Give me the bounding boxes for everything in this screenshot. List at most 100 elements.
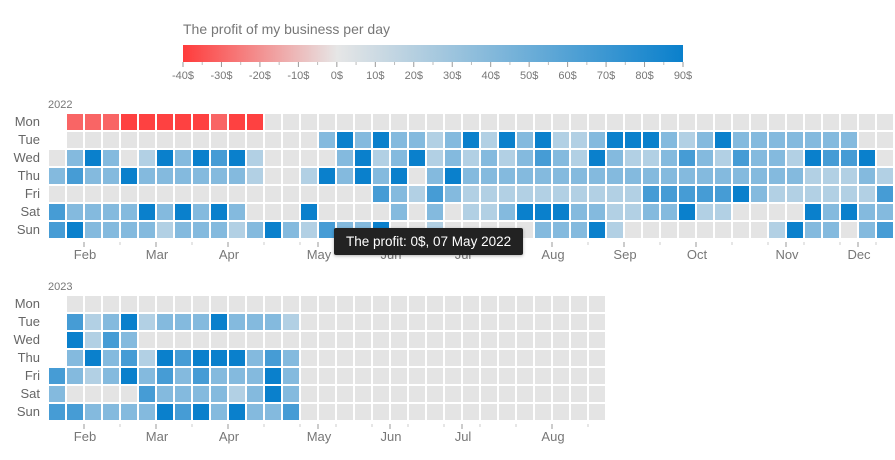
heatmap-cell[interactable] <box>571 404 587 420</box>
heatmap-cell[interactable] <box>859 222 875 238</box>
heatmap-cell[interactable] <box>841 114 857 130</box>
heatmap-cell[interactable] <box>229 114 245 130</box>
heatmap-cell[interactable] <box>571 332 587 348</box>
heatmap-cell[interactable] <box>175 314 191 330</box>
heatmap-cell[interactable] <box>175 368 191 384</box>
heatmap-cell[interactable] <box>769 114 785 130</box>
heatmap-cell[interactable] <box>265 168 281 184</box>
heatmap-cell[interactable] <box>499 314 515 330</box>
heatmap-cell[interactable] <box>157 386 173 402</box>
heatmap-cell[interactable] <box>103 404 119 420</box>
heatmap-cell[interactable] <box>463 168 479 184</box>
heatmap-cell[interactable] <box>229 332 245 348</box>
heatmap-cell[interactable] <box>517 332 533 348</box>
heatmap-cell[interactable] <box>571 296 587 312</box>
heatmap-cell[interactable] <box>481 404 497 420</box>
heatmap-cell[interactable] <box>553 204 569 220</box>
heatmap-cell[interactable] <box>823 186 839 202</box>
heatmap-cell[interactable] <box>787 222 803 238</box>
heatmap-cell[interactable] <box>229 132 245 148</box>
heatmap-cell[interactable] <box>175 222 191 238</box>
heatmap-cell[interactable] <box>121 296 137 312</box>
heatmap-cell[interactable] <box>715 114 731 130</box>
heatmap-cell[interactable] <box>175 132 191 148</box>
heatmap-cell[interactable] <box>337 114 353 130</box>
heatmap-cell[interactable] <box>697 114 713 130</box>
heatmap-cell[interactable] <box>607 168 623 184</box>
heatmap-cell[interactable] <box>733 222 749 238</box>
heatmap-cell[interactable] <box>391 332 407 348</box>
heatmap-cell[interactable] <box>427 296 443 312</box>
heatmap-cell[interactable] <box>589 186 605 202</box>
heatmap-cell[interactable] <box>553 186 569 202</box>
heatmap-cell[interactable] <box>427 114 443 130</box>
heatmap-cell[interactable] <box>229 314 245 330</box>
heatmap-cell[interactable] <box>283 368 299 384</box>
heatmap-cell[interactable] <box>49 386 65 402</box>
heatmap-cell[interactable] <box>265 350 281 366</box>
heatmap-cell[interactable] <box>319 168 335 184</box>
heatmap-cell[interactable] <box>571 150 587 166</box>
heatmap-cell[interactable] <box>193 350 209 366</box>
heatmap-cell[interactable] <box>571 132 587 148</box>
heatmap-cell[interactable] <box>445 296 461 312</box>
heatmap-cell[interactable] <box>247 114 263 130</box>
heatmap-cell[interactable] <box>247 332 263 348</box>
heatmap-cell[interactable] <box>751 186 767 202</box>
heatmap-cell[interactable] <box>283 222 299 238</box>
heatmap-cell[interactable] <box>175 168 191 184</box>
heatmap-cell[interactable] <box>643 186 659 202</box>
heatmap-cell[interactable] <box>85 204 101 220</box>
heatmap-cell[interactable] <box>283 314 299 330</box>
heatmap-cell[interactable] <box>157 204 173 220</box>
heatmap-cell[interactable] <box>553 114 569 130</box>
heatmap-cell[interactable] <box>553 350 569 366</box>
heatmap-cell[interactable] <box>499 132 515 148</box>
heatmap-cell[interactable] <box>211 332 227 348</box>
heatmap-cell[interactable] <box>337 368 353 384</box>
heatmap-cell[interactable] <box>49 368 65 384</box>
heatmap-cell[interactable] <box>571 350 587 366</box>
heatmap-cell[interactable] <box>247 186 263 202</box>
heatmap-cell[interactable] <box>283 114 299 130</box>
heatmap-cell[interactable] <box>679 186 695 202</box>
heatmap-cell[interactable] <box>193 314 209 330</box>
heatmap-cell[interactable] <box>805 222 821 238</box>
heatmap-cell[interactable] <box>355 150 371 166</box>
heatmap-cell[interactable] <box>553 168 569 184</box>
heatmap-cell[interactable] <box>751 168 767 184</box>
heatmap-cell[interactable] <box>535 222 551 238</box>
heatmap-cell[interactable] <box>355 296 371 312</box>
heatmap-cell[interactable] <box>67 204 83 220</box>
heatmap-cell[interactable] <box>409 350 425 366</box>
heatmap-cell[interactable] <box>319 314 335 330</box>
heatmap-cell[interactable] <box>139 114 155 130</box>
heatmap-cell[interactable] <box>823 222 839 238</box>
heatmap-cell[interactable] <box>427 150 443 166</box>
heatmap-cell[interactable] <box>409 168 425 184</box>
heatmap-cell[interactable] <box>301 204 317 220</box>
heatmap-cell[interactable] <box>103 350 119 366</box>
heatmap-cell[interactable] <box>445 150 461 166</box>
heatmap-cell[interactable] <box>409 368 425 384</box>
heatmap-cell[interactable] <box>265 386 281 402</box>
heatmap-cell[interactable] <box>661 186 677 202</box>
heatmap-cell[interactable] <box>481 332 497 348</box>
heatmap-cell[interactable] <box>571 114 587 130</box>
heatmap-cell[interactable] <box>607 186 623 202</box>
heatmap-cell[interactable] <box>481 368 497 384</box>
heatmap-cell[interactable] <box>175 150 191 166</box>
heatmap-cell[interactable] <box>715 150 731 166</box>
heatmap-cell[interactable] <box>409 296 425 312</box>
heatmap-cell[interactable] <box>679 222 695 238</box>
heatmap-cell[interactable] <box>85 222 101 238</box>
heatmap-cell[interactable] <box>805 204 821 220</box>
heatmap-cell[interactable] <box>247 204 263 220</box>
heatmap-cell[interactable] <box>445 350 461 366</box>
heatmap-cell[interactable] <box>661 204 677 220</box>
heatmap-cell[interactable] <box>499 114 515 130</box>
heatmap-cell[interactable] <box>463 296 479 312</box>
heatmap-cell[interactable] <box>373 404 389 420</box>
heatmap-cell[interactable] <box>229 296 245 312</box>
heatmap-cell[interactable] <box>67 296 83 312</box>
